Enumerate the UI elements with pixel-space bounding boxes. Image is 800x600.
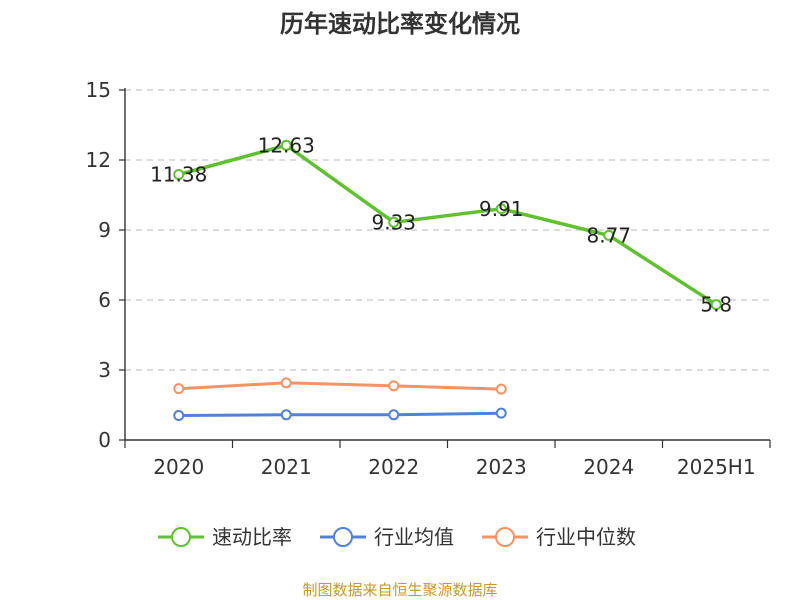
data-point [280,377,292,389]
legend-circle-icon [495,527,515,547]
legend-circle-icon [171,527,191,547]
data-point [173,383,185,395]
data-label: 9.33 [371,210,416,234]
y-tick-label: 3 [98,358,111,382]
data-point [495,407,507,419]
x-tick-label: 2022 [368,455,419,479]
data-point [603,229,615,241]
legend-item[interactable]: 行业中位数 [482,525,636,549]
x-tick-label: 2021 [261,455,312,479]
x-tick-label: 2023 [476,455,527,479]
x-tick-label: 2024 [583,455,634,479]
series-line [178,381,502,391]
legend-item[interactable]: 速动比率 [158,525,292,549]
legend-item[interactable]: 行业均值 [320,525,454,549]
x-tick-label: 2020 [153,455,204,479]
series-group [173,139,722,421]
legend[interactable]: 速动比率 行业均值 行业中位数 [158,525,636,549]
data-point [280,139,292,151]
data-point [710,299,722,311]
data-label: 11.38 [150,162,207,186]
data-label: 12.63 [258,133,315,157]
series-line [178,411,502,417]
y-tick-label: 15 [86,78,111,102]
data-point [173,410,185,421]
data-point [173,168,185,180]
grid-lines [125,89,770,371]
x-tick-label: 2025H1 [677,455,756,479]
data-point [495,383,507,395]
data-point [388,380,400,392]
data-label: 8.77 [586,223,631,247]
data-point [388,216,400,228]
chart-title: 历年速动比率变化情况 [280,10,520,38]
legend-label: 速动比率 [212,525,292,549]
y-tick-label: 9 [98,218,111,242]
series-line [178,143,718,307]
y-tick-label: 12 [86,148,111,172]
y-tick-label: 0 [98,428,111,452]
data-point [388,409,400,421]
legend-circle-icon [333,527,353,547]
data-point [495,203,507,215]
data-label: 9.91 [479,197,524,221]
data-labels: 11.38 12.63 9.33 9.91 8.77 5.8 [150,133,732,316]
legend-label: 行业均值 [374,525,454,549]
data-label: 5.8 [700,293,732,317]
legend-label: 行业中位数 [536,525,636,549]
y-tick-label: 6 [98,288,111,312]
data-point [280,409,292,421]
axes: 0 3 6 9 12 15 2020 2021 2022 2023 2024 2025H1 [86,78,771,479]
source-note: 制图数据来自恒生聚源数据库 [302,581,497,599]
